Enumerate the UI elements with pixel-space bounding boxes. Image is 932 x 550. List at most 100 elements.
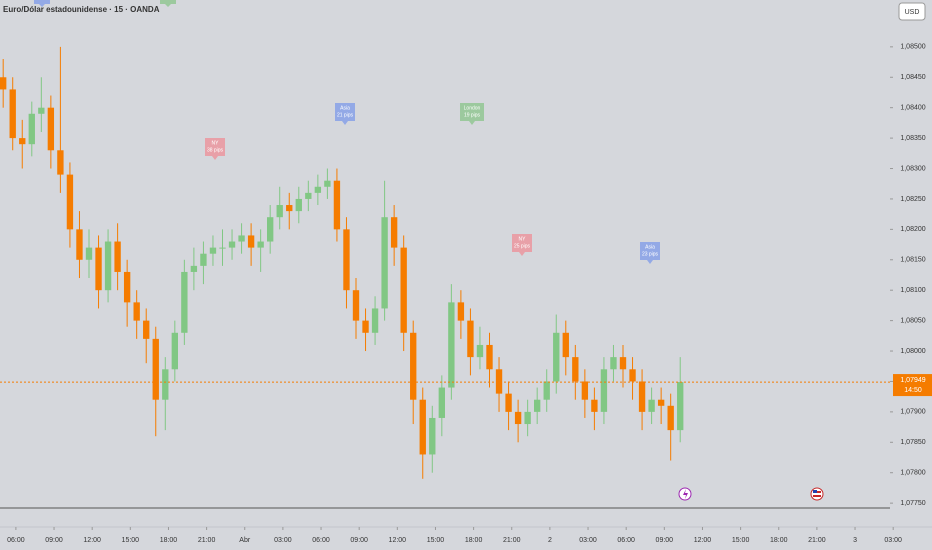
candle-body bbox=[438, 387, 445, 418]
x-tick-label: 3 bbox=[853, 537, 857, 544]
x-tick-label: 15:00 bbox=[122, 537, 140, 544]
candle-body bbox=[152, 338, 159, 400]
candle-body bbox=[619, 357, 627, 370]
candle-body bbox=[410, 332, 417, 400]
session-name: NY bbox=[519, 236, 527, 242]
session-name: Asia bbox=[340, 105, 350, 111]
x-tick-label: 18:00 bbox=[465, 537, 483, 544]
session-box bbox=[640, 242, 660, 264]
candle-body bbox=[638, 381, 646, 412]
candle-body bbox=[343, 229, 350, 291]
candle-body bbox=[57, 150, 64, 175]
candle-body bbox=[648, 399, 655, 412]
candle-body bbox=[66, 174, 74, 230]
x-tick-label: 09:00 bbox=[45, 537, 63, 544]
candle-body bbox=[143, 320, 150, 339]
candle-body bbox=[123, 271, 131, 303]
y-tick-label: 1,07900 bbox=[900, 409, 925, 416]
candle-body bbox=[209, 247, 217, 254]
session-name: NY bbox=[212, 140, 220, 146]
candle-body bbox=[19, 138, 26, 145]
candle-body bbox=[219, 247, 226, 249]
candle-body bbox=[85, 247, 93, 260]
candle-body bbox=[553, 332, 560, 382]
event-icon[interactable] bbox=[678, 487, 692, 501]
candle-body bbox=[486, 344, 493, 370]
session-box-cut bbox=[160, 0, 176, 7]
candle-body bbox=[238, 235, 245, 242]
candle-body bbox=[429, 417, 436, 455]
y-tick-label: 1,08100 bbox=[900, 287, 925, 294]
x-tick-label: 15:00 bbox=[732, 537, 750, 544]
x-tick-label: 21:00 bbox=[198, 537, 216, 544]
candle-body bbox=[0, 77, 7, 90]
candle-body bbox=[390, 217, 398, 248]
candle-body bbox=[572, 357, 579, 382]
candle-body bbox=[514, 411, 522, 425]
candle-body bbox=[495, 369, 503, 394]
y-tick-label: 1,07750 bbox=[900, 500, 925, 507]
symbol-title: Euro/Dólar estadounidense · 15 · OANDA bbox=[3, 5, 160, 14]
candle-body bbox=[524, 411, 531, 425]
candle-body bbox=[38, 107, 45, 114]
candle-body bbox=[47, 107, 55, 151]
candle-body bbox=[448, 302, 455, 388]
last-price-tag bbox=[893, 374, 932, 397]
x-tick-label: 21:00 bbox=[503, 537, 521, 544]
candle-body bbox=[181, 271, 188, 333]
candle-body bbox=[333, 180, 341, 230]
candle-body bbox=[400, 247, 407, 333]
candle-body bbox=[228, 241, 236, 248]
candle-body bbox=[657, 399, 665, 406]
candle-body bbox=[581, 381, 589, 400]
session-box bbox=[460, 103, 484, 125]
plot-area bbox=[0, 46, 684, 479]
x-tick-label: 03:00 bbox=[884, 537, 902, 544]
candle-body bbox=[171, 332, 178, 370]
currency-button-label[interactable]: USD bbox=[905, 9, 920, 16]
session-pips: 38 pips bbox=[207, 147, 224, 153]
candle-body bbox=[419, 399, 426, 455]
countdown-label: 14:50 bbox=[904, 387, 922, 394]
candle-body bbox=[543, 381, 550, 400]
candle-body bbox=[562, 332, 569, 358]
candle-body bbox=[534, 399, 541, 412]
candle-body bbox=[104, 241, 112, 291]
event-icon[interactable] bbox=[810, 487, 824, 501]
candle-body bbox=[114, 241, 121, 272]
candle-body bbox=[76, 229, 83, 260]
x-tick-label: 09:00 bbox=[350, 537, 368, 544]
candle-body bbox=[324, 180, 331, 187]
x-tick-label: 12:00 bbox=[694, 537, 712, 544]
candle-body bbox=[276, 205, 283, 218]
currency-button[interactable] bbox=[898, 2, 926, 21]
candle-body bbox=[28, 113, 35, 145]
x-tick-label: 2 bbox=[548, 537, 552, 544]
session-pips: 23 pips bbox=[642, 251, 659, 257]
candle-body bbox=[190, 265, 198, 272]
y-tick-label: 1,08300 bbox=[900, 165, 925, 172]
candle-body bbox=[677, 382, 684, 431]
y-tick-label: 1,08400 bbox=[900, 105, 925, 112]
candle-body bbox=[162, 369, 169, 400]
x-tick-label: 15:00 bbox=[427, 537, 445, 544]
session-box bbox=[335, 103, 355, 125]
candle-body bbox=[629, 369, 636, 382]
y-tick-label: 1,08000 bbox=[900, 348, 925, 355]
candle-body bbox=[257, 241, 264, 248]
candle-body bbox=[295, 198, 302, 212]
y-tick-label: 1,07850 bbox=[900, 439, 925, 446]
candle-body bbox=[267, 217, 274, 242]
candle-body bbox=[362, 320, 369, 333]
x-tick-label: 21:00 bbox=[808, 537, 826, 544]
session-box bbox=[512, 234, 532, 256]
x-tick-label: Abr bbox=[239, 537, 251, 544]
session-box bbox=[205, 138, 225, 160]
candle-body bbox=[371, 308, 379, 333]
y-tick-label: 1,08350 bbox=[900, 135, 925, 142]
candle-body bbox=[381, 217, 388, 309]
candle-body bbox=[591, 399, 598, 412]
candle-body bbox=[9, 89, 16, 139]
